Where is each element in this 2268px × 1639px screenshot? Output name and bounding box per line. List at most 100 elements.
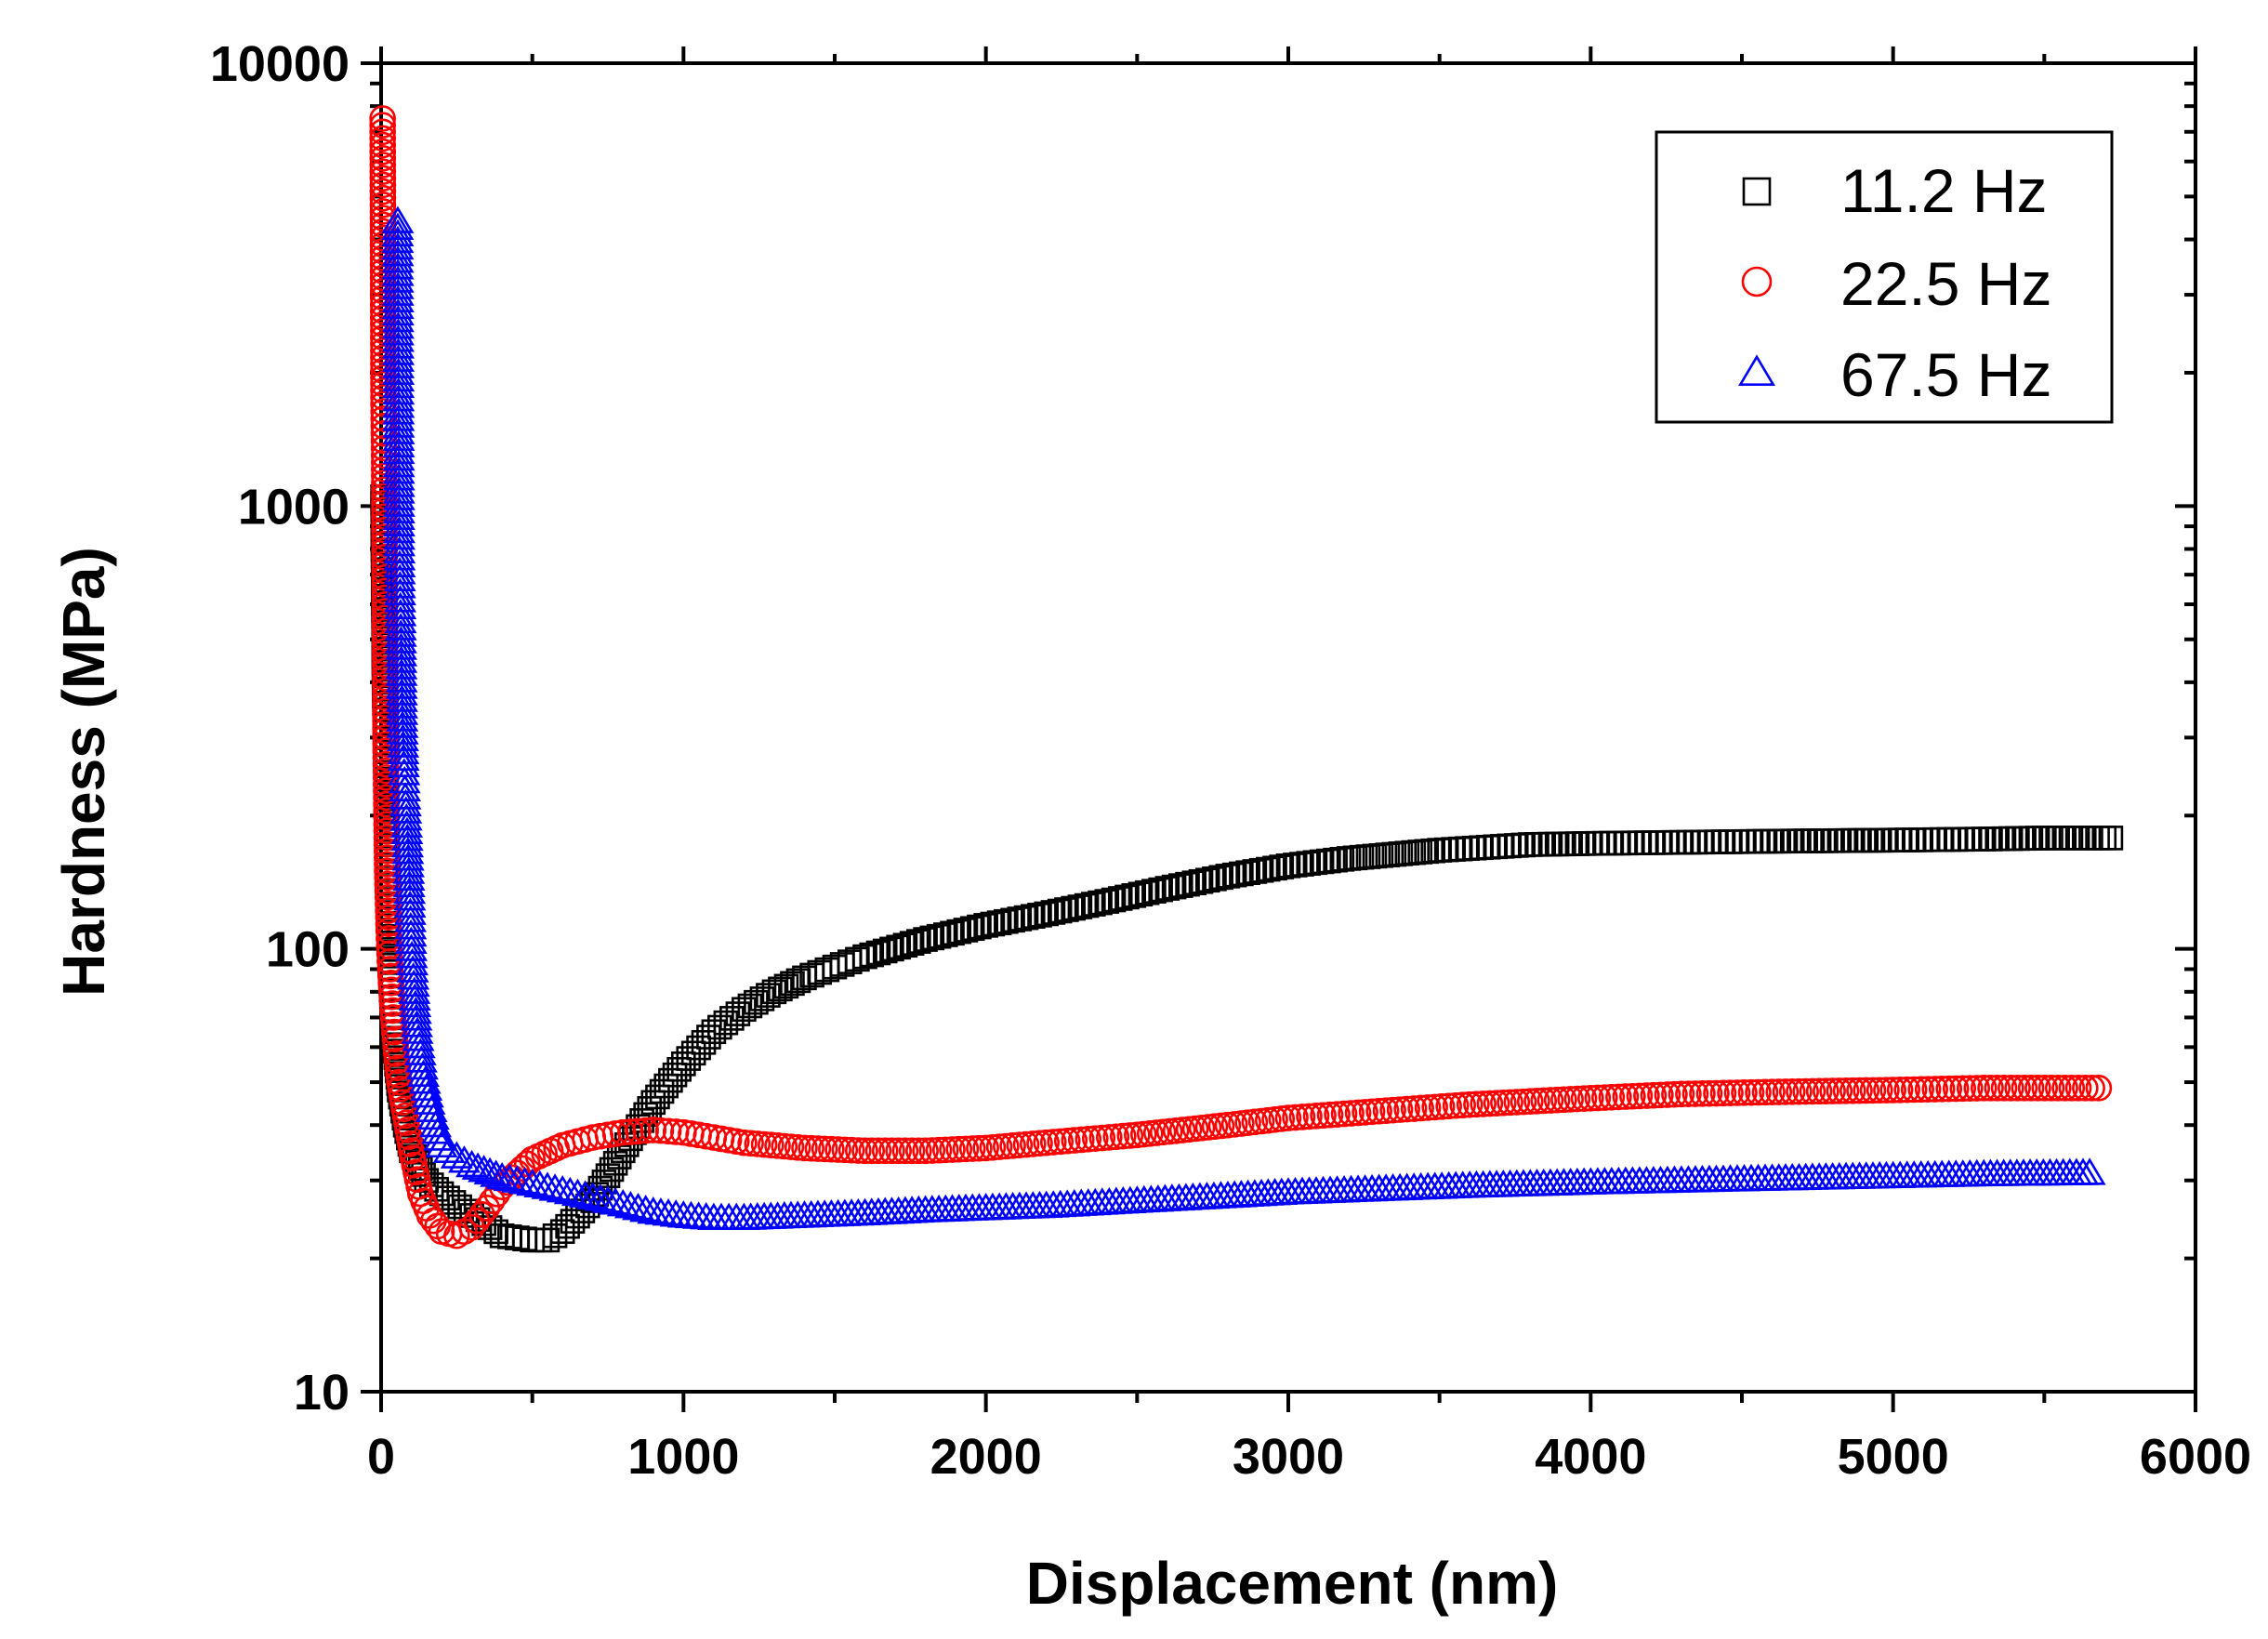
- data-point: [381, 278, 415, 306]
- data-point: [1839, 1077, 1866, 1104]
- data-point: [1724, 829, 1750, 854]
- data-point: [1799, 1077, 1826, 1105]
- data-point: [899, 931, 925, 956]
- data-point: [852, 944, 877, 970]
- data-point: [878, 1137, 905, 1165]
- data-point: [401, 1016, 434, 1044]
- data-point: [932, 922, 958, 947]
- data-point: [1915, 826, 1941, 853]
- x-tick-label: 0: [367, 1429, 395, 1485]
- data-point: [952, 1135, 980, 1163]
- data-point: [985, 1133, 1013, 1160]
- data-point: [1977, 1075, 2004, 1102]
- data-point: [485, 1161, 519, 1190]
- data-point: [1641, 830, 1667, 855]
- data-point: [1866, 1077, 1893, 1104]
- legend-box: [1655, 130, 2114, 424]
- data-point: [382, 456, 415, 484]
- data-point: [811, 1135, 838, 1163]
- data-point: [1792, 1077, 1819, 1105]
- x-tick-label: 5000: [1838, 1429, 1949, 1485]
- y-tick-label: 100: [266, 922, 349, 978]
- data-point: [999, 1132, 1026, 1159]
- data-point: [784, 1133, 811, 1161]
- data-point: [1805, 1077, 1833, 1105]
- data-point: [1956, 1075, 1984, 1102]
- data-point: [1012, 1130, 1040, 1158]
- data-point: [1282, 1104, 1309, 1131]
- data-point: [1330, 1100, 1358, 1128]
- data-point: [411, 1080, 444, 1108]
- data-point: [381, 258, 415, 286]
- data-point: [1591, 1084, 1618, 1111]
- data-point: [410, 1073, 443, 1101]
- data-point: [402, 1030, 436, 1059]
- data-point: [939, 1136, 966, 1163]
- data-point: [385, 684, 418, 712]
- data-point: [1127, 881, 1154, 907]
- data-point: [1067, 1126, 1095, 1154]
- data-point: [926, 923, 952, 949]
- data-point: [764, 1132, 791, 1159]
- data-point: [1310, 1102, 1337, 1130]
- data-point: [381, 265, 415, 293]
- data-point: [584, 1183, 617, 1211]
- data-point: [523, 1170, 557, 1198]
- data-point: [1435, 1092, 1462, 1120]
- data-point: [845, 946, 870, 972]
- data-point: [837, 1136, 865, 1164]
- data-point: [387, 723, 419, 751]
- data-point: [381, 205, 415, 233]
- data-point: [381, 212, 415, 240]
- data-point: [407, 1059, 441, 1087]
- data-point: [374, 857, 401, 885]
- data-point: [390, 816, 424, 845]
- data-point: [382, 331, 415, 359]
- data-point: [382, 416, 415, 444]
- data-point: [382, 337, 415, 365]
- data-point: [1288, 1104, 1316, 1130]
- data-point: [382, 403, 415, 431]
- data-point: [1414, 1094, 1442, 1121]
- data-point: [1690, 829, 1715, 855]
- data-point: [1102, 1123, 1130, 1151]
- data-point: [1704, 829, 1729, 854]
- legend-marker-22-5-hz: [1741, 266, 1773, 297]
- data-point: [1668, 829, 1694, 855]
- data-series: [369, 105, 2124, 1253]
- data-point: [569, 1180, 602, 1208]
- data-point: [381, 304, 415, 333]
- data-point: [959, 916, 985, 942]
- data-point: [374, 844, 401, 871]
- data-point: [1075, 1126, 1102, 1153]
- data-point: [953, 918, 979, 943]
- data-point: [994, 908, 1019, 934]
- data-point: [1627, 830, 1653, 855]
- data-point: [1626, 1082, 1654, 1110]
- data-point: [382, 383, 415, 412]
- data-point: [369, 158, 397, 185]
- data-point: [804, 1135, 832, 1162]
- x-tick-label: 4000: [1535, 1429, 1646, 1485]
- data-point: [1175, 871, 1200, 897]
- data-point: [1483, 834, 1509, 860]
- data-point: [369, 145, 397, 172]
- data-point: [1543, 1086, 1571, 1114]
- data-point: [373, 777, 400, 805]
- data-point: [1067, 894, 1093, 919]
- data-point: [508, 1167, 541, 1195]
- data-point: [871, 1137, 899, 1165]
- data-point: [374, 851, 401, 878]
- data-point: [538, 1173, 572, 1201]
- data-point: [777, 1133, 805, 1160]
- data-point: [2051, 1075, 2078, 1102]
- data-point: [791, 1134, 818, 1162]
- y-tick-label: 1000: [238, 479, 349, 535]
- data-point: [918, 1137, 946, 1164]
- data-point: [381, 231, 415, 260]
- data-point: [1640, 1081, 1668, 1109]
- data-point: [1709, 1079, 1737, 1107]
- data-point: [1745, 1078, 1772, 1106]
- x-tick-label: 3000: [1233, 1429, 1344, 1485]
- data-point: [2098, 826, 2124, 851]
